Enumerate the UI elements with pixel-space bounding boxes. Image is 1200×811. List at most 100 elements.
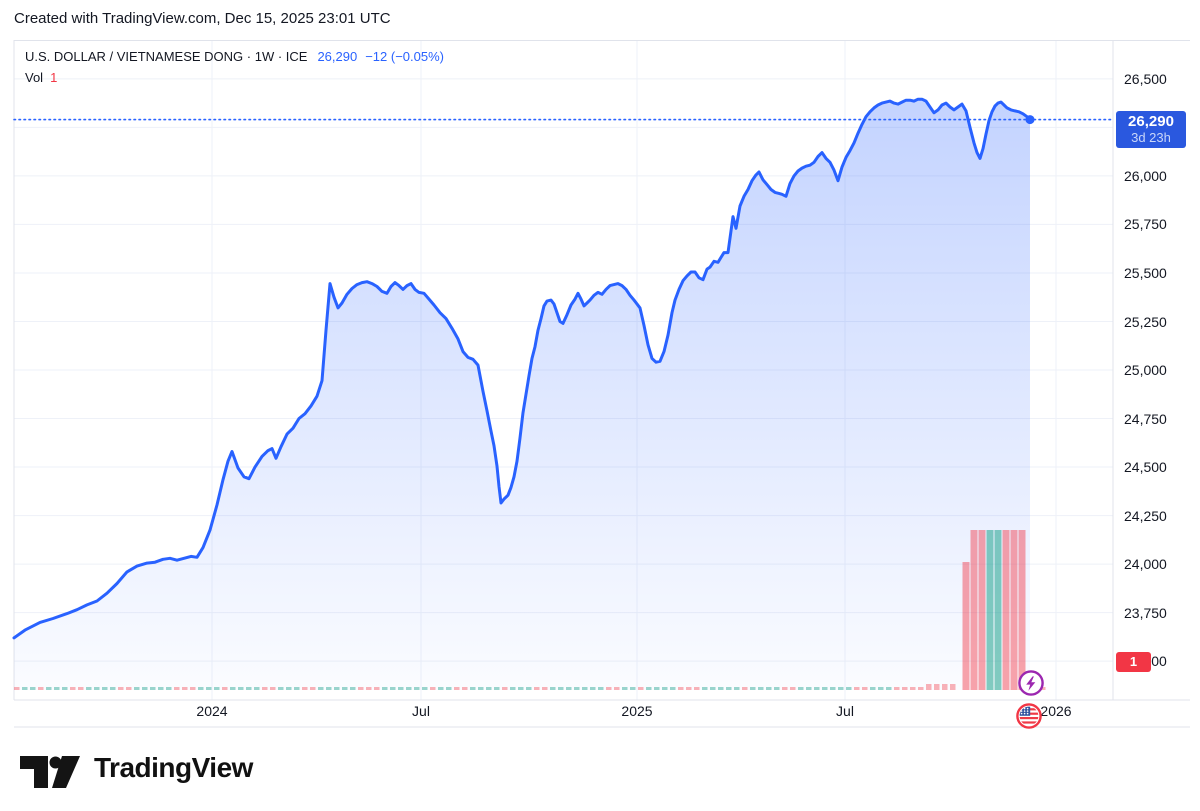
volume-mini-bar <box>54 687 60 690</box>
volume-mini-bar <box>430 687 436 690</box>
volume-mini-bar <box>542 687 548 690</box>
area-fill <box>14 99 1030 690</box>
volume-mini-bar <box>694 687 700 690</box>
volume-mini-bar <box>590 687 596 690</box>
volume-mini-bar <box>750 687 756 690</box>
volume-mini-bar <box>734 687 740 690</box>
volume-mini-bar <box>398 687 404 690</box>
volume-mini-bar <box>334 687 340 690</box>
volume-mini-bar <box>614 687 620 690</box>
volume-mini-bar <box>782 687 788 690</box>
volume-mini-bar <box>910 687 916 690</box>
last-price-dot <box>1025 115 1035 125</box>
volume-mini-bar <box>366 687 372 690</box>
volume-mini-bar <box>270 687 276 690</box>
volume-mini-bar <box>630 687 636 690</box>
volume-mini-bar <box>422 687 428 690</box>
symbol-title[interactable]: U.S. DOLLAR / VIETNAMESE DONG · 1W · ICE <box>25 49 308 64</box>
volume-mini-bar <box>878 687 884 690</box>
price-axis-label: 24,000 <box>1124 556 1167 573</box>
flash-marker-icon[interactable] <box>1016 668 1046 698</box>
volume-mini-bar <box>118 687 124 690</box>
volume-mini-bar <box>198 687 204 690</box>
volume-mini-bar <box>102 687 108 690</box>
price-axis-label: 24,500 <box>1124 459 1167 476</box>
volume-mini-bar <box>206 687 212 690</box>
volume-bar <box>962 562 970 690</box>
volume-mini-bar <box>798 687 804 690</box>
volume-mini-bar <box>846 687 852 690</box>
volume-mini-bar <box>374 687 380 690</box>
volume-study-value: 1 <box>50 70 58 85</box>
tradingview-logo-text: TradingView <box>94 752 253 783</box>
volume-mini-bar <box>254 687 260 690</box>
volume-mini-bar <box>446 687 452 690</box>
volume-mini-bar <box>854 687 860 690</box>
volume-mini-bar <box>302 687 308 690</box>
volume-mini-bar <box>622 687 628 690</box>
price-axis-label: 25,500 <box>1124 264 1167 281</box>
volume-bar <box>1010 530 1018 690</box>
price-axis-label: 25,250 <box>1124 313 1167 330</box>
price-axis-label: 23,750 <box>1124 604 1167 621</box>
volume-mini-bar <box>414 687 420 690</box>
volume-bar <box>986 530 994 690</box>
volume-bar <box>1018 530 1026 690</box>
tradingview-logo-mark-icon <box>20 756 80 788</box>
price-axis-label: 24,750 <box>1124 410 1167 427</box>
volume-axis-badge: 1 <box>1116 652 1151 672</box>
volume-mini-bar <box>870 687 876 690</box>
volume-mini-bar <box>774 687 780 690</box>
volume-mini-bar <box>14 687 20 690</box>
volume-mini-bar <box>534 687 540 690</box>
volume-mini-bar <box>166 687 172 690</box>
volume-mini-bar <box>462 687 468 690</box>
price-change-value: −12 (−0.05%) <box>365 49 444 64</box>
volume-mini-bar <box>518 687 524 690</box>
volume-mini-bar <box>686 687 692 690</box>
volume-mini-bar <box>742 687 748 690</box>
volume-mini-bar <box>406 687 412 690</box>
volume-mini-bar <box>190 687 196 690</box>
volume-mini-bar <box>606 687 612 690</box>
created-with-label: Created with TradingView.com, Dec 15, 20… <box>14 10 391 27</box>
volume-mini-bar <box>926 684 932 690</box>
volume-mini-bar <box>486 687 492 690</box>
price-axis-label: 26,500 <box>1124 70 1167 87</box>
volume-mini-bar <box>286 687 292 690</box>
volume-mini-bar <box>22 687 28 690</box>
price-axis-label: 24,250 <box>1124 507 1167 524</box>
volume-bar <box>978 530 986 690</box>
volume-mini-bar <box>558 687 564 690</box>
volume-mini-bar <box>214 687 220 690</box>
us-flag-marker-icon[interactable] <box>1014 701 1044 731</box>
price-chart-canvas[interactable] <box>0 40 1200 728</box>
volume-mini-bar <box>822 687 828 690</box>
volume-mini-bar <box>94 687 100 690</box>
volume-mini-bar <box>142 687 148 690</box>
volume-mini-bar <box>702 687 708 690</box>
volume-mini-bar <box>230 687 236 690</box>
volume-mini-bar <box>246 687 252 690</box>
volume-mini-bar <box>830 687 836 690</box>
volume-mini-bar <box>38 687 44 690</box>
time-axis-label: 2024 <box>196 703 228 719</box>
volume-mini-bar <box>566 687 572 690</box>
volume-mini-bar <box>454 687 460 690</box>
volume-mini-bar <box>918 687 924 690</box>
volume-mini-bar <box>318 687 324 690</box>
volume-study-label[interactable]: Vol <box>25 70 44 85</box>
volume-mini-bar <box>662 687 668 690</box>
volume-mini-bar <box>838 687 844 690</box>
volume-mini-bar <box>134 687 140 690</box>
volume-mini-bar <box>1040 687 1046 690</box>
volume-mini-bar <box>718 687 724 690</box>
price-axis-label: 25,750 <box>1124 216 1167 233</box>
tradingview-logo[interactable]: TradingView <box>18 746 253 790</box>
volume-mini-bar <box>806 687 812 690</box>
volume-mini-bar <box>86 687 92 690</box>
volume-mini-bar <box>678 687 684 690</box>
volume-mini-bar <box>942 684 948 690</box>
price-line-series <box>12 97 1032 640</box>
